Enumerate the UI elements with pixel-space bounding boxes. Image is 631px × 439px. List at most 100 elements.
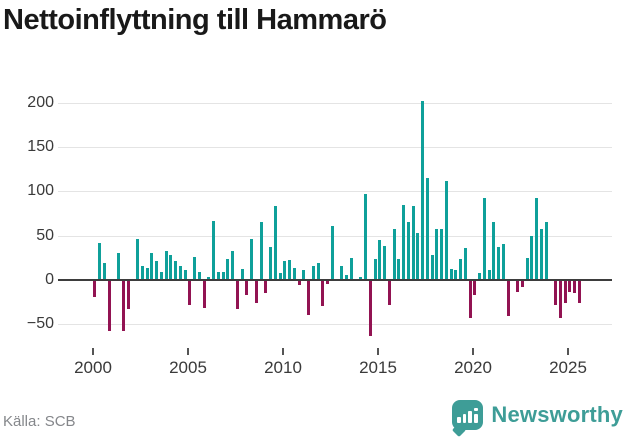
newsworthy-wordmark: Newsworthy xyxy=(491,402,623,427)
bar-2023-Q1 xyxy=(530,235,534,281)
bar-2023-Q3 xyxy=(539,228,543,280)
bar-2009-Q3 xyxy=(273,206,277,280)
x-tick-label-2010: 2010 xyxy=(264,358,302,377)
bar-2013-Q1 xyxy=(340,265,344,280)
bar-2022-Q4 xyxy=(525,257,529,280)
bar-2017-Q2 xyxy=(421,100,425,280)
bar-2000-Q3 xyxy=(102,263,106,280)
bar-2018-Q3 xyxy=(444,180,448,280)
gridline-100 xyxy=(58,191,612,193)
bar-2022-Q2 xyxy=(516,280,520,293)
bar-2021-Q2 xyxy=(497,247,501,280)
bar-2006-Q1 xyxy=(207,276,211,280)
bar-2017-Q1 xyxy=(416,233,420,280)
bar-2000-Q2 xyxy=(98,242,102,280)
bar-2015-Q4 xyxy=(392,229,396,280)
bar-2016-Q4 xyxy=(411,206,415,280)
bar-2000-Q4 xyxy=(107,280,111,331)
y-tick-label-200: 200 xyxy=(27,93,54,111)
bar-2010-Q4 xyxy=(297,280,301,286)
bar-2006-Q4 xyxy=(221,272,225,280)
x-tick-label-2005: 2005 xyxy=(169,358,207,377)
bar-2011-Q1 xyxy=(302,270,306,280)
bar-2019-Q1 xyxy=(454,270,458,280)
bar-2004-Q2 xyxy=(174,260,178,280)
bar-2010-Q3 xyxy=(292,267,296,280)
x-tick-mark-2025 xyxy=(567,348,569,355)
x-tick-mark-2020 xyxy=(472,348,474,355)
bar-2006-Q2 xyxy=(212,220,216,280)
bar-2010-Q1 xyxy=(283,261,287,280)
x-tick-label-2025: 2025 xyxy=(549,358,587,377)
bar-2003-Q1 xyxy=(150,253,154,280)
bar-2006-Q3 xyxy=(216,272,220,280)
bar-2001-Q3 xyxy=(121,280,125,332)
x-tick-mark-2000 xyxy=(92,348,94,355)
bar-2016-Q3 xyxy=(406,221,410,280)
bar-2012-Q3 xyxy=(330,225,334,280)
bar-2011-Q3 xyxy=(311,265,315,280)
bar-2005-Q3 xyxy=(197,272,201,280)
bar-2002-Q3 xyxy=(140,265,144,280)
bar-2020-Q3 xyxy=(482,198,486,280)
x-tick-mark-2005 xyxy=(187,348,189,355)
bar-2017-Q4 xyxy=(430,255,434,280)
bar-2016-Q1 xyxy=(397,258,401,280)
bar-2016-Q2 xyxy=(402,204,406,280)
bar-2011-Q4 xyxy=(316,263,320,280)
gridline-200 xyxy=(58,102,612,104)
bar-2012-Q1 xyxy=(321,280,325,306)
y-tick-label-50: 50 xyxy=(36,226,54,244)
bar-2005-Q4 xyxy=(202,280,206,308)
bar-2014-Q4 xyxy=(373,258,377,280)
source-note: Källa: SCB xyxy=(3,413,76,430)
zero-axis-line xyxy=(58,279,612,281)
y-tick-label--50: −50 xyxy=(26,315,54,333)
chart-title: Nettoinflyttning till Hammarö xyxy=(3,4,387,36)
bar-2009-Q4 xyxy=(278,272,282,280)
bar-2002-Q2 xyxy=(136,239,140,280)
bar-2001-Q4 xyxy=(126,280,130,310)
bar-2000-Q1 xyxy=(93,280,97,297)
bar-2013-Q3 xyxy=(349,257,353,280)
bar-2003-Q4 xyxy=(164,250,168,280)
bar-2008-Q2 xyxy=(250,239,254,280)
bar-2008-Q1 xyxy=(245,280,249,296)
bar-2019-Q4 xyxy=(468,280,472,319)
bar-2004-Q3 xyxy=(178,265,182,280)
bar-2021-Q1 xyxy=(492,221,496,280)
x-tick-label-2015: 2015 xyxy=(359,358,397,377)
bar-2014-Q2 xyxy=(364,194,368,280)
bar-2015-Q2 xyxy=(383,246,387,280)
bar-2005-Q2 xyxy=(193,256,197,280)
x-tick-label-2020: 2020 xyxy=(454,358,492,377)
bar-2023-Q4 xyxy=(544,222,548,280)
bar-2020-Q2 xyxy=(478,272,482,280)
bar-2007-Q2 xyxy=(231,250,235,280)
bar-2013-Q2 xyxy=(345,274,349,280)
x-tick-mark-2010 xyxy=(282,348,284,355)
bar-2023-Q2 xyxy=(535,197,539,280)
x-tick-mark-2015 xyxy=(377,348,379,355)
bar-2024-Q3 xyxy=(558,280,562,319)
bar-2009-Q2 xyxy=(269,247,273,280)
bar-2018-Q2 xyxy=(440,228,444,280)
bar-2019-Q2 xyxy=(459,258,463,280)
bar-2019-Q3 xyxy=(463,248,467,280)
bar-2005-Q1 xyxy=(188,280,192,305)
bar-2001-Q2 xyxy=(117,252,121,280)
bar-2020-Q4 xyxy=(487,270,491,280)
y-tick-label-150: 150 xyxy=(27,137,54,155)
bar-2025-Q3 xyxy=(577,280,581,304)
bar-2004-Q1 xyxy=(169,255,173,280)
bar-2014-Q3 xyxy=(368,280,372,336)
bar-2025-Q2 xyxy=(573,280,577,294)
bar-2003-Q2 xyxy=(155,260,159,280)
bar-2020-Q1 xyxy=(473,280,477,296)
bar-2015-Q1 xyxy=(378,240,382,280)
gridline-150 xyxy=(58,146,612,148)
bar-2018-Q1 xyxy=(435,229,439,280)
bar-2008-Q3 xyxy=(254,280,258,304)
gridline--50 xyxy=(58,324,612,326)
bar-2007-Q4 xyxy=(240,269,244,280)
